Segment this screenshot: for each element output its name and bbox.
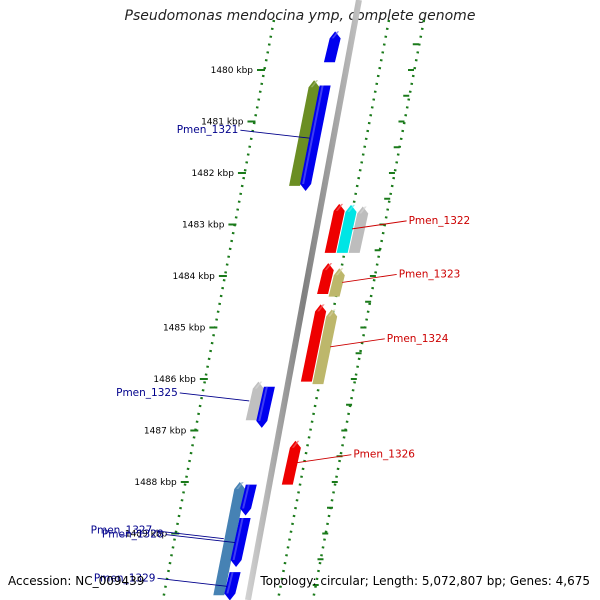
- gene-highlight: [331, 31, 340, 39]
- gene-body[interactable]: [300, 304, 327, 382]
- gene-body[interactable]: [281, 440, 301, 485]
- gene-body[interactable]: [336, 204, 357, 253]
- gene-label-leader: [342, 273, 397, 283]
- gene-highlight: [359, 206, 367, 214]
- gene-body[interactable]: [240, 484, 257, 516]
- gene-label[interactable]: Pmen_1329: [94, 572, 156, 584]
- gene-g_red3[interactable]: [300, 304, 327, 382]
- label-layer: Pmen_1321 Pmen_1322 Pmen_1323 Pmen_1324 Pmen…: [91, 124, 471, 587]
- gene-highlight: [236, 482, 244, 489]
- gene-highlight: [347, 204, 356, 212]
- gene-label[interactable]: Pmen_1325: [116, 387, 178, 399]
- gene-highlight: [335, 268, 344, 276]
- ruler-tick-label: 1481 kbp: [201, 118, 244, 128]
- ruler-tick-label: 1480 kbp: [211, 66, 254, 76]
- gene-highlight: [291, 440, 300, 448]
- gene-label-leader: [157, 577, 228, 587]
- gene-Pmen_1327[interactable]: [213, 482, 246, 596]
- gene-g_blue5[interactable]: [256, 386, 275, 428]
- gene-Pmen_1321[interactable]: [300, 85, 331, 192]
- gene-g_top[interactable]: [323, 31, 341, 63]
- gene-highlight: [254, 381, 263, 389]
- gene-body[interactable]: [213, 482, 246, 596]
- genome-backbone: [245, 0, 362, 600]
- backbone-layer: [245, 0, 362, 600]
- gene-Pmen_1322[interactable]: [336, 204, 357, 253]
- ruler-tick-label: 1489 kbp: [125, 530, 168, 540]
- ruler-tick-label: 1487 kbp: [144, 427, 187, 437]
- gene-body[interactable]: [245, 381, 264, 421]
- gene-Pmen_1325[interactable]: [245, 381, 264, 421]
- gene-highlight: [317, 304, 325, 312]
- gene-g_olive[interactable]: [289, 80, 320, 186]
- gene-label-leader: [240, 129, 310, 139]
- gene-Pmen_1323[interactable]: [328, 268, 345, 297]
- topology-info: Topology: circular; Length: 5,072,807 bp…: [260, 574, 590, 588]
- ruler-tick-label: 1488 kbp: [134, 478, 177, 488]
- ruler-dotted-line: [311, 19, 426, 600]
- gene-highlight: [310, 80, 319, 88]
- gene-label[interactable]: Pmen_1321: [177, 124, 239, 136]
- gene-label[interactable]: Pmen_1322: [409, 215, 471, 227]
- gene-label-leader: [165, 534, 236, 543]
- gene-Pmen_1324[interactable]: [312, 309, 338, 385]
- gene-body[interactable]: [348, 206, 369, 253]
- gene-body[interactable]: [312, 309, 338, 385]
- gene-highlight: [258, 386, 268, 421]
- ruler-tick-label: 1484 kbp: [172, 272, 215, 282]
- gene-label[interactable]: Pmen_1323: [399, 268, 461, 280]
- gene-g_blue6[interactable]: [240, 484, 257, 516]
- gene-highlight: [335, 203, 344, 211]
- gene-label-leader: [352, 220, 407, 230]
- gene-label-leader: [154, 530, 224, 540]
- gene-body[interactable]: [328, 268, 345, 297]
- ruler-dotted-line: [161, 19, 276, 600]
- gene-highlight: [226, 572, 234, 594]
- gene-label-leader: [330, 338, 385, 348]
- gene-highlight: [302, 85, 324, 185]
- gene-layer: [213, 31, 369, 600]
- gene-body[interactable]: [324, 203, 345, 253]
- gene-highlight: [324, 263, 333, 271]
- gene-label[interactable]: Pmen_1326: [353, 449, 415, 461]
- gene-highlight: [232, 518, 244, 560]
- gene-g_red2[interactable]: [317, 263, 334, 295]
- ruler-tick-label: 1482 kbp: [192, 169, 235, 179]
- gene-highlight: [328, 309, 336, 317]
- ruler-tick-label: 1485 kbp: [163, 324, 206, 334]
- ruler-tick-label: 1483 kbp: [182, 221, 225, 231]
- gene-Pmen_1326[interactable]: [281, 440, 301, 485]
- ruler-layer: 1480 kbp 1481 kbp 1482 kbp 1483 kbp 1484 kbp…: [125, 19, 426, 600]
- gene-g_grey1[interactable]: [348, 206, 369, 253]
- ruler-tick-label: 1486 kbp: [153, 375, 196, 385]
- gene-highlight: [242, 484, 250, 509]
- gene-Pmen_1328[interactable]: [230, 518, 251, 567]
- gene-label[interactable]: Pmen_1327: [91, 525, 153, 537]
- gene-Pmen_1329[interactable]: [224, 572, 241, 600]
- gene-label[interactable]: Pmen_1328: [102, 529, 164, 541]
- gene-label[interactable]: Pmen_1324: [387, 333, 449, 345]
- gene-Pmen_1322a[interactable]: [324, 203, 345, 253]
- gene-label-leader: [296, 454, 352, 464]
- accession-label: Accession: NC_009439: [8, 574, 145, 588]
- gene-body[interactable]: [289, 80, 320, 186]
- gene-body[interactable]: [323, 31, 341, 63]
- gene-label-leader: [179, 392, 250, 402]
- gene-body[interactable]: [317, 263, 334, 295]
